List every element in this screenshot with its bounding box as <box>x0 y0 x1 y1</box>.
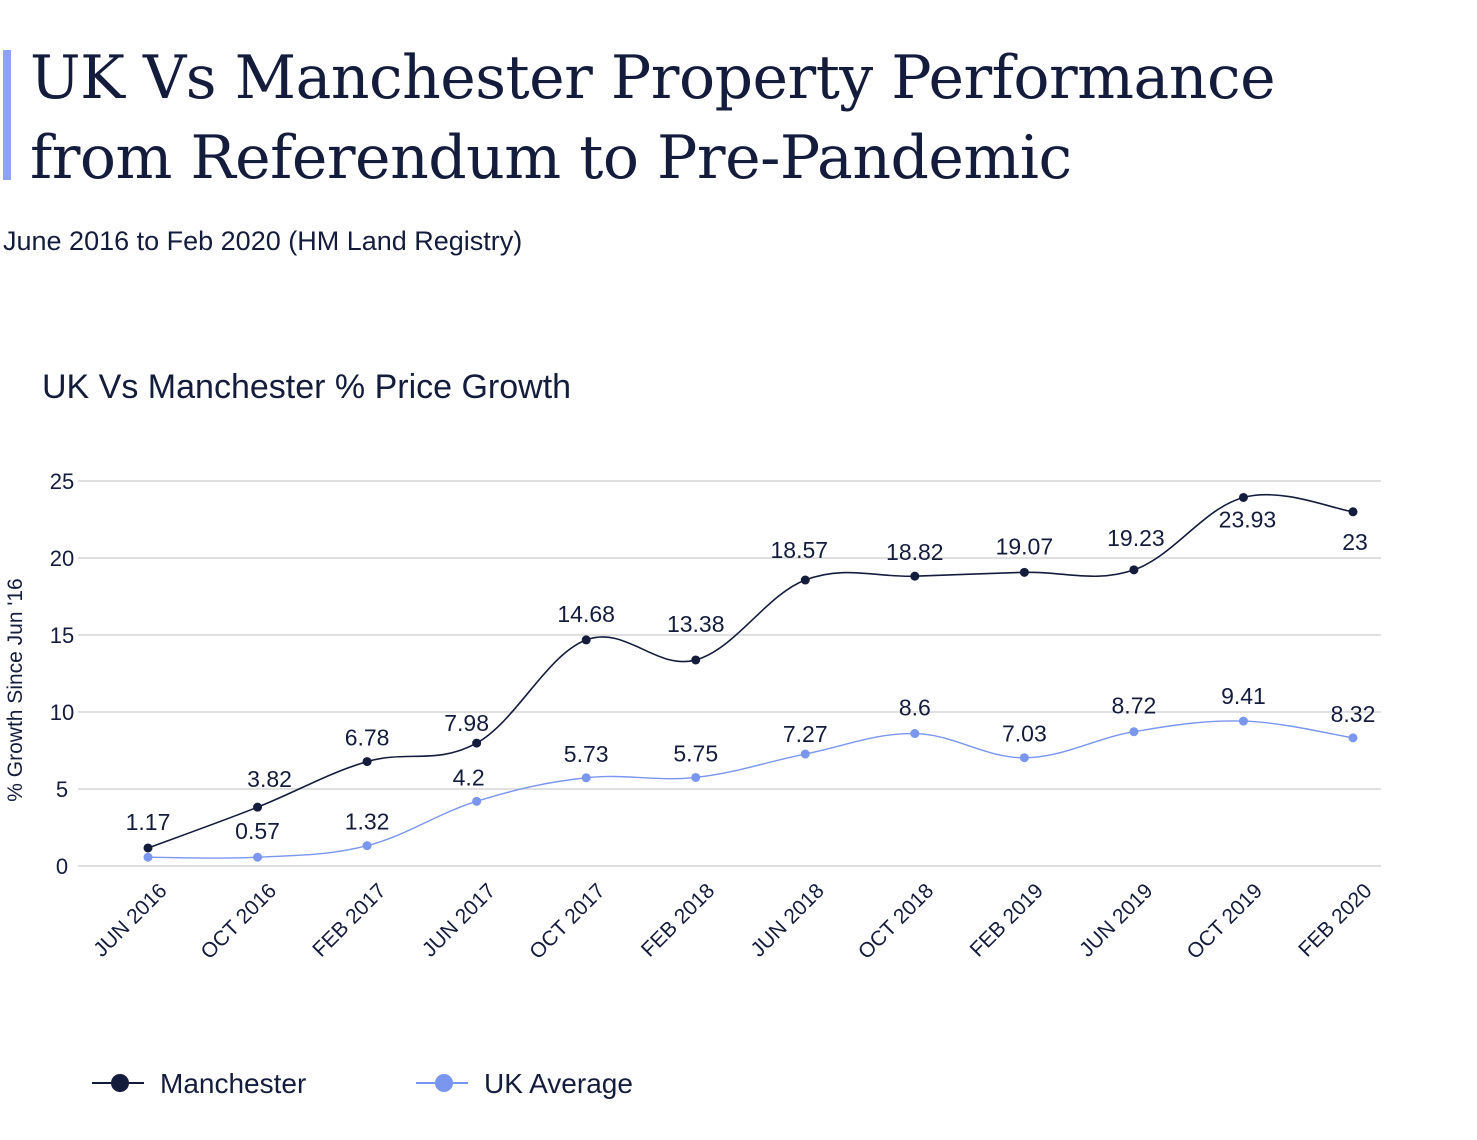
data-point <box>1348 507 1358 517</box>
y-tick-label: 20 <box>50 546 74 571</box>
data-point <box>1348 733 1358 743</box>
data-label: 7.03 <box>1002 721 1047 747</box>
gridlines <box>78 480 1381 867</box>
data-label: 9.41 <box>1221 683 1266 709</box>
series-uk-average <box>143 716 1358 862</box>
data-point <box>581 635 591 645</box>
data-point <box>362 841 372 851</box>
data-label: 3.82 <box>247 766 292 792</box>
series-manchester <box>143 492 1358 853</box>
data-point <box>472 738 482 748</box>
data-label: 4.2 <box>453 764 485 790</box>
chart-title: UK Vs Manchester % Price Growth <box>42 368 571 406</box>
data-point <box>1238 716 1248 726</box>
data-label: 18.82 <box>886 539 944 565</box>
data-point <box>253 852 263 862</box>
data-point <box>1238 492 1248 502</box>
legend-item: Manchester <box>92 1068 306 1099</box>
data-label: 23.93 <box>1219 506 1277 532</box>
page-subtitle: June 2016 to Feb 2020 (HM Land Registry) <box>3 226 523 256</box>
data-label: 0.57 <box>235 818 280 844</box>
data-label: 19.07 <box>996 533 1054 559</box>
data-point <box>910 729 920 739</box>
data-point <box>910 571 920 581</box>
series-line <box>147 493 1354 849</box>
legend-marker <box>111 1074 129 1092</box>
data-label: 23 <box>1342 529 1368 555</box>
x-tick-label: JUN 2019 <box>1075 879 1157 961</box>
data-point <box>143 852 153 862</box>
title-accent-bar <box>3 50 11 180</box>
data-label: 8.32 <box>1331 701 1376 727</box>
data-point <box>1019 753 1029 763</box>
data-point <box>800 749 810 759</box>
data-label: 7.27 <box>783 721 828 747</box>
series-layer <box>143 492 1358 862</box>
legend-item: UK Average <box>416 1068 633 1099</box>
y-tick-label: 0 <box>56 854 68 879</box>
data-label: 13.38 <box>667 611 725 637</box>
data-label: 1.32 <box>345 809 390 835</box>
x-axis-ticks: JUN 2016 OCT 2016 FEB 2017 JUN 2017 OCT 2017… <box>89 879 1376 963</box>
x-tick-label: FEB 2019 <box>966 879 1048 961</box>
x-tick-label: OCT 2016 <box>197 879 281 963</box>
data-point <box>691 655 701 665</box>
data-point <box>472 796 482 806</box>
legend: Manchester UK Average <box>92 1068 633 1099</box>
legend-label: UK Average <box>484 1068 633 1099</box>
data-point <box>800 575 810 585</box>
data-label: 18.57 <box>770 537 828 563</box>
data-point <box>1129 727 1139 737</box>
x-tick-label: JUN 2016 <box>89 879 171 961</box>
data-point <box>1019 567 1029 577</box>
data-point <box>691 772 701 782</box>
data-label: 5.75 <box>673 740 718 766</box>
data-point <box>253 802 263 812</box>
x-tick-label: OCT 2018 <box>854 879 938 963</box>
x-tick-label: OCT 2019 <box>1182 879 1266 963</box>
y-axis-ticks: 0 5 10 15 20 25 <box>50 469 74 879</box>
y-tick-label: 25 <box>50 469 74 494</box>
x-tick-label: JUN 2017 <box>418 879 500 961</box>
x-tick-label: FEB 2020 <box>1294 879 1376 961</box>
data-labels: 1.17 3.82 6.78 7.98 14.68 13.38 18.57 18.82 19.0… <box>126 506 1376 844</box>
data-label: 14.68 <box>557 601 615 627</box>
y-tick-label: 5 <box>56 777 68 802</box>
data-point <box>581 773 591 783</box>
x-tick-label: FEB 2017 <box>308 879 390 961</box>
data-label: 1.17 <box>126 809 171 835</box>
data-label: 8.6 <box>899 695 931 721</box>
x-tick-label: OCT 2017 <box>525 879 609 963</box>
y-axis-label: % Growth Since Jun '16 <box>4 578 27 801</box>
page-title: UK Vs Manchester Property Performance fr… <box>30 43 1276 193</box>
data-point <box>1129 565 1139 575</box>
x-tick-label: FEB 2018 <box>637 879 719 961</box>
data-label: 6.78 <box>345 725 390 751</box>
legend-label: Manchester <box>160 1068 306 1099</box>
data-label: 7.98 <box>444 710 489 736</box>
y-tick-label: 15 <box>50 623 74 648</box>
x-tick-label: JUN 2018 <box>747 879 829 961</box>
data-label: 19.23 <box>1107 525 1165 551</box>
data-label: 8.72 <box>1112 693 1157 719</box>
legend-marker <box>435 1074 453 1092</box>
y-tick-label: 10 <box>50 700 74 725</box>
data-point <box>362 757 372 767</box>
data-point <box>143 843 153 853</box>
series-line <box>147 720 1354 859</box>
data-label: 5.73 <box>564 741 609 767</box>
